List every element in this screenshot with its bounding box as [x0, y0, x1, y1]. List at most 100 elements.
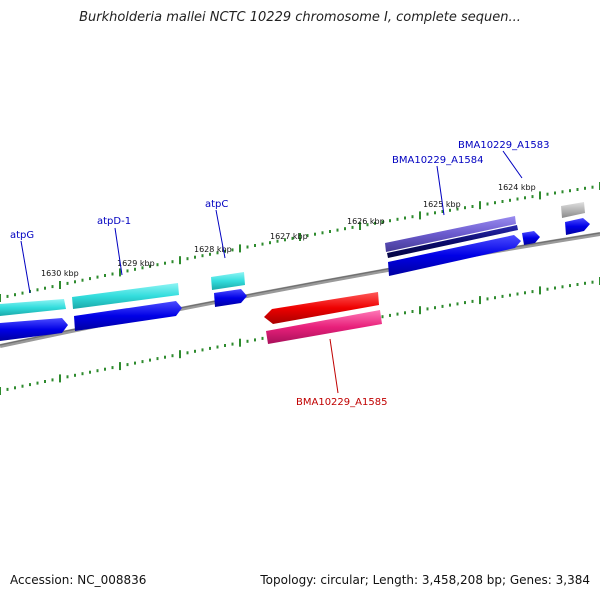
gene-atpG[interactable] — [0, 299, 66, 316]
scale-minor-tick — [464, 206, 466, 210]
scale-minor-tick — [486, 202, 489, 206]
scale-minor-tick — [404, 311, 406, 315]
scale-minor-tick — [6, 294, 9, 298]
scale-minor-tick — [209, 252, 211, 256]
scale-major-tick — [239, 244, 241, 253]
scale-minor-tick — [434, 211, 436, 215]
scale-minor-tick — [524, 196, 526, 200]
gene-atpD-1[interactable] — [72, 283, 179, 309]
scale-minor-tick — [591, 280, 594, 284]
scale-minor-tick — [216, 251, 219, 255]
gene-BMA10229_A1585[interactable] — [264, 292, 379, 324]
scale-minor-tick — [374, 221, 376, 225]
scale-minor-tick — [561, 190, 564, 194]
scale-minor-tick — [14, 386, 16, 390]
scale-minor-tick — [449, 208, 451, 212]
cds-atpG-arrow[interactable] — [0, 318, 68, 341]
scale-minor-tick — [156, 263, 159, 267]
scale-minor-tick — [89, 277, 91, 281]
scale-minor-tick — [36, 288, 39, 292]
scale-minor-tick — [209, 346, 211, 350]
label-BMA10229_A1584[interactable]: BMA10229_A1584 — [392, 155, 483, 166]
gene-BMA10229_A1584-inner[interactable] — [387, 225, 518, 258]
scale-minor-tick — [141, 360, 144, 364]
scale-minor-tick — [261, 336, 264, 340]
scale-minor-tick — [186, 351, 189, 355]
scale-minor-tick — [306, 234, 309, 238]
accession-text: Accession: NC_008836 — [10, 573, 147, 587]
scale-label-1628: 1628 kbp — [194, 245, 232, 254]
scale-minor-tick — [351, 225, 354, 229]
scale-major-tick — [419, 306, 421, 315]
BMA10229_A1584-leader-line — [436, 165, 445, 216]
scale-minor-tick — [51, 378, 54, 382]
scale-minor-tick — [441, 304, 444, 308]
scale-minor-tick — [21, 384, 24, 388]
scale-minor-tick — [74, 280, 76, 284]
scale-minor-tick — [396, 312, 399, 316]
label-atpG[interactable]: atpG — [10, 230, 34, 241]
scale-minor-tick — [261, 242, 264, 246]
scale-minor-tick — [156, 357, 159, 361]
scale-minor-tick — [336, 228, 339, 232]
atpD-1-leader-line — [114, 227, 123, 276]
scale-label-1630: 1630 kbp — [41, 269, 79, 278]
cds-BMA10229_A1584-arrow[interactable] — [388, 235, 521, 276]
scale-minor-tick — [186, 257, 189, 261]
cds-atpD-1-arrow[interactable] — [74, 301, 182, 331]
scale-minor-tick — [531, 195, 534, 199]
scale-minor-tick — [531, 290, 534, 294]
scale-minor-tick — [411, 310, 414, 313]
scale-minor-tick — [254, 338, 256, 342]
scale-major-tick — [179, 256, 181, 265]
gene-atpC[interactable] — [211, 272, 245, 290]
scale-label-1629: 1629 kbp — [117, 259, 155, 268]
scale-major-tick — [539, 191, 541, 200]
scale-major-tick — [119, 268, 121, 277]
gene-BMA10229_A1583[interactable] — [561, 202, 585, 218]
scale-minor-tick — [36, 381, 39, 385]
scale-minor-tick — [494, 296, 496, 300]
scale-minor-tick — [486, 297, 489, 301]
cds-atpC-arrow[interactable] — [214, 289, 247, 307]
scale-minor-tick — [291, 236, 294, 240]
scale-minor-tick — [441, 210, 444, 213]
scale-minor-tick — [29, 383, 31, 387]
scale-minor-tick — [126, 269, 129, 273]
scale-minor-tick — [321, 231, 324, 235]
scale-minor-tick — [149, 264, 151, 268]
scale-minor-tick — [96, 275, 99, 279]
scale-minor-tick — [524, 291, 526, 295]
label-atpC[interactable]: atpC — [205, 199, 228, 210]
scale-minor-tick — [254, 244, 256, 247]
scale-label-1627: 1627 kbp — [270, 232, 308, 241]
scale-minor-tick — [381, 315, 384, 319]
scale-minor-tick — [6, 387, 9, 391]
scale-minor-tick — [44, 286, 46, 290]
scale-minor-tick — [396, 217, 399, 221]
gene-BMA10229_A1584[interactable] — [385, 216, 516, 252]
scale-minor-tick — [584, 281, 586, 285]
scale-major-tick — [0, 294, 1, 302]
cds-BMA10229_A1583-arrow[interactable] — [565, 218, 590, 235]
scale-major-tick — [179, 350, 181, 359]
cds-BMA10229_A1585[interactable] — [266, 310, 382, 344]
BMA10229_A1583-leader-line — [502, 150, 523, 179]
scale-minor-tick — [501, 294, 504, 298]
label-atpD-1[interactable]: atpD-1 — [97, 216, 131, 227]
scale-minor-tick — [21, 291, 24, 295]
scale-minor-tick — [381, 220, 384, 224]
scale-label-1624: 1624 kbp — [498, 183, 536, 192]
scale-minor-tick — [149, 358, 151, 362]
scale-minor-tick — [171, 260, 174, 264]
atpC-leader-line — [215, 209, 226, 259]
scale-minor-tick — [329, 230, 331, 233]
scale-minor-tick — [276, 239, 279, 243]
cds-small-arrow[interactable] — [522, 231, 540, 245]
scale-minor-tick — [224, 249, 226, 253]
scale-minor-tick — [194, 255, 196, 259]
label-BMA10229_A1585[interactable]: BMA10229_A1585 — [296, 397, 387, 408]
scale-minor-tick — [96, 369, 99, 373]
label-BMA10229_A1583[interactable]: BMA10229_A1583 — [458, 140, 549, 151]
